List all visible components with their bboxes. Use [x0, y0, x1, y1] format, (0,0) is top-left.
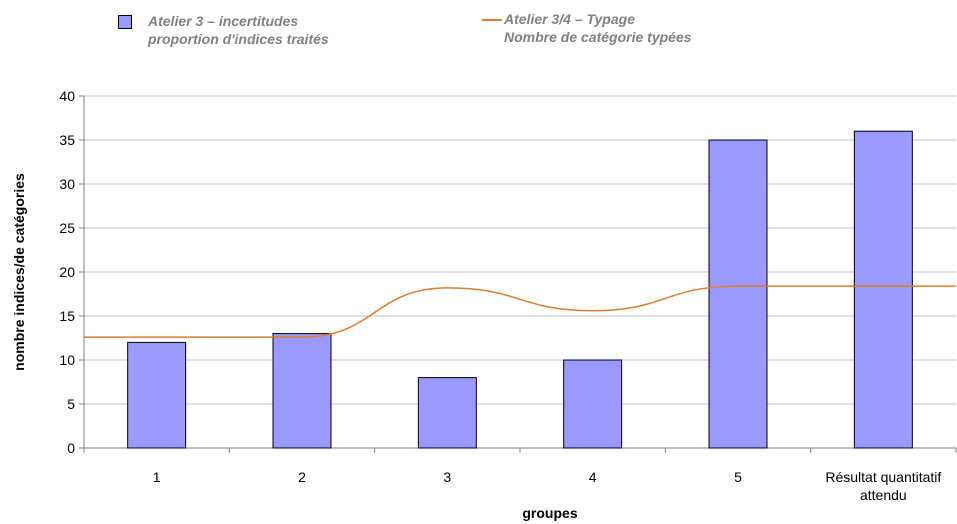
y-tick-label: 5 [67, 396, 75, 412]
y-tick-label: 0 [67, 440, 75, 456]
x-tick-label: 5 [734, 469, 742, 485]
bar-6 [853, 130, 913, 449]
y-tick-label: 25 [59, 220, 75, 236]
bar-1 [127, 341, 187, 449]
x-tick-label: 1 [153, 469, 161, 485]
y-tick-label: 30 [59, 176, 75, 192]
legend-bar-entry: Atelier 3 – incertitudes proportion d'in… [118, 12, 329, 48]
y-axis-title: nombre indices/de catégories [11, 173, 27, 371]
x-axis-title: groupes [522, 505, 577, 521]
legend-line-swatch [482, 19, 502, 21]
series-line [84, 285, 956, 338]
bar-2 [272, 333, 332, 449]
y-tick-label: 10 [59, 352, 75, 368]
x-tick-label: 2 [298, 469, 306, 485]
y-tick-label: 35 [59, 132, 75, 148]
y-tick-label: 20 [59, 264, 75, 280]
legend-line-label-line1: Atelier 3/4 – Typage [504, 11, 635, 27]
legend-line-entry: Atelier 3/4 – Typage Nombre de catégorie… [482, 10, 692, 46]
x-tick-label: 3 [443, 469, 451, 485]
y-tick-label: 40 [59, 88, 75, 104]
x-tick-label: 4 [589, 469, 597, 485]
bar-3 [417, 377, 477, 449]
legend-bar-label-line2: proportion d'indices traités [148, 31, 329, 47]
legend-bar-swatch [118, 15, 132, 29]
y-tick-label: 15 [59, 308, 75, 324]
bar-5 [708, 139, 768, 449]
bar-4 [563, 359, 623, 449]
x-tick-label: Résultat quantitatif attendu [825, 469, 941, 503]
legend-bar-label-line1: Atelier 3 – incertitudes [148, 13, 299, 29]
legend-line-label-line2: Nombre de catégorie typées [504, 29, 692, 45]
